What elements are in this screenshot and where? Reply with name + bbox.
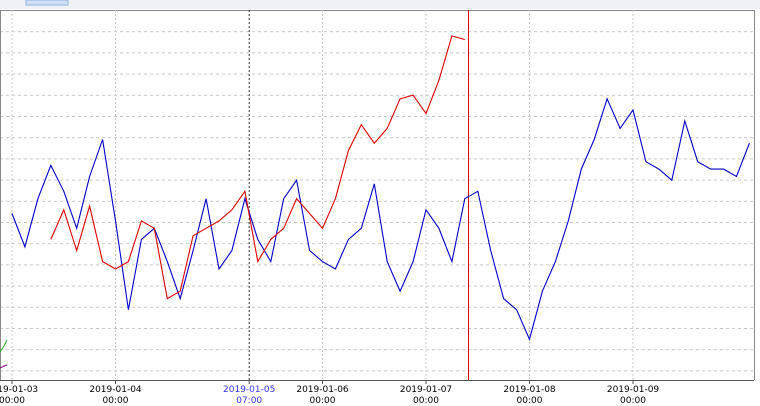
x-tick-label: 2019-01-08: [503, 385, 556, 395]
labels: 2019-01-0300:002019-01-0400:002019-01-06…: [0, 385, 659, 406]
x-tick-label: 2019-01-07: [400, 385, 452, 395]
toolbar: [0, 0, 760, 9]
x-tick-label: 00:00: [0, 396, 25, 406]
x-tick-label: 00:00: [103, 396, 129, 406]
x-tick-label: 2019-01-05: [223, 385, 275, 395]
x-tick-label: 07:00: [236, 396, 262, 406]
series-line: [50, 35, 465, 300]
x-tick-label: 2019-01-03: [0, 385, 38, 395]
x-tick-label: 2019-01-06: [296, 385, 349, 395]
x-tick-label: 00:00: [413, 396, 439, 406]
x-tick-label: 2019-01-04: [89, 385, 142, 395]
x-tick-label: 2019-01-09: [607, 385, 660, 395]
x-tick-label: 00:00: [620, 396, 646, 406]
left-indicator: [0, 364, 8, 369]
x-tick-label: 00:00: [310, 396, 336, 406]
series-line: [11, 97, 750, 341]
horizontal-grid: [0, 10, 754, 380]
left-indicator: [0, 339, 8, 353]
grid: [11, 10, 634, 384]
tab: [25, 0, 69, 6]
lines: [11, 35, 750, 341]
x-tick-label: 00:00: [517, 396, 543, 406]
